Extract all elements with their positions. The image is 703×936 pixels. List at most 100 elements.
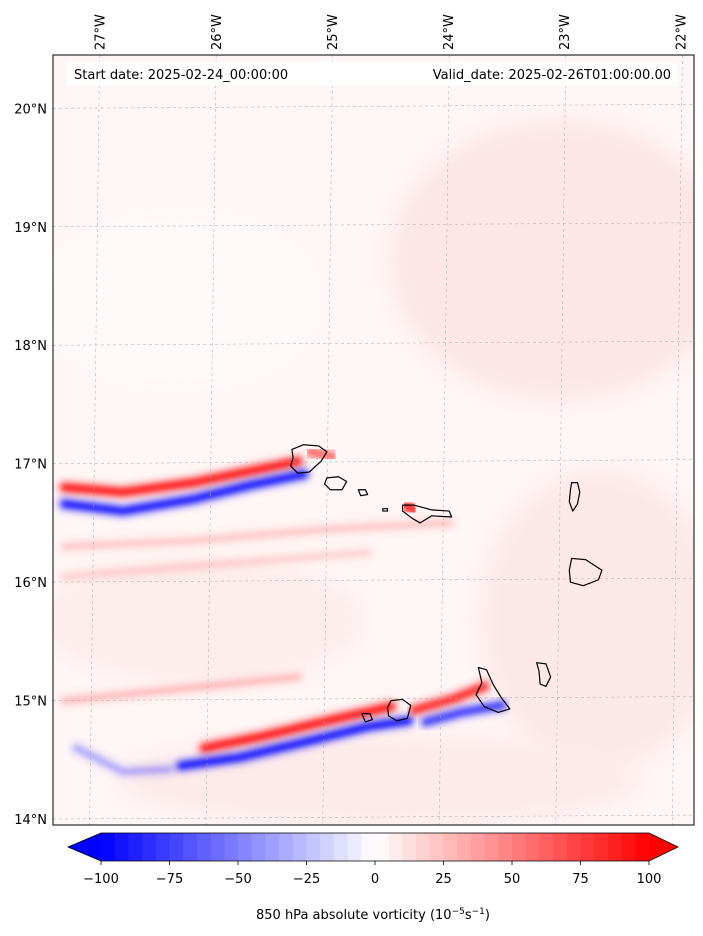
latitude-tick-label: 19°N — [14, 221, 47, 236]
negative-vorticity-band — [55, 465, 313, 521]
longitude-tick-label: 23°W — [558, 14, 573, 50]
positive-vorticity-band — [55, 667, 307, 710]
latitude-tick-label: 16°N — [14, 576, 47, 591]
colorbar-cell — [498, 833, 513, 861]
longitude-tick-label: 25°W — [326, 14, 341, 50]
longitude-tick-label: 26°W — [210, 14, 225, 50]
latitude-tick-label: 15°N — [14, 695, 47, 710]
colorbar-tick-label: −100 — [83, 872, 119, 887]
colorbar-cell — [210, 833, 225, 861]
gridlines — [53, 55, 694, 825]
colorbar-cell — [279, 833, 294, 861]
colorbar-high-extension — [649, 833, 678, 861]
island-coastline — [290, 444, 328, 474]
island-coastline — [402, 504, 453, 524]
colorbar-low-extension — [68, 833, 101, 861]
map-panel — [52, 54, 695, 826]
colorbar-cell — [265, 833, 280, 861]
colorbar-tick-label: 100 — [637, 872, 662, 887]
colorbar-cell — [580, 833, 595, 861]
colorbar-cell — [388, 833, 403, 861]
colorbar-cell — [196, 833, 212, 861]
meridian-gridline — [555, 55, 567, 825]
colorbar-cell — [402, 833, 417, 861]
meridian-gridline — [322, 55, 333, 825]
meridian-gridline — [672, 55, 683, 825]
colorbar: −100 −75 −50 −25 0 25 50 75 100 850 hPa absolute… — [66, 832, 679, 923]
colorbar-tick-label: −50 — [224, 872, 251, 887]
meridian-gridline — [89, 55, 100, 825]
parallel-gridline — [53, 222, 694, 228]
latitude-tick-label: 20°N — [14, 102, 47, 117]
colorbar-cell — [101, 833, 116, 861]
map-frame — [52, 54, 695, 826]
island-coastline — [536, 662, 552, 688]
island-coastline — [382, 508, 389, 512]
latitude-tick-label: 17°N — [14, 458, 47, 473]
start-date-label: Start date: 2025-02-24_00:00:00 — [74, 68, 288, 83]
colorbar-cell — [635, 833, 650, 861]
colorbar-cell — [114, 833, 129, 861]
meridian-gridline — [439, 55, 450, 825]
colorbar-cell — [128, 833, 143, 861]
colorbar-cell — [155, 833, 171, 861]
latitude-tick-label: 18°N — [14, 339, 47, 354]
longitude-tick-label: 24°W — [442, 14, 457, 50]
longitude-tick-label: 27°W — [94, 14, 109, 50]
colorbar-tick-labels: −100 −75 −50 −25 0 25 50 75 100 — [83, 861, 661, 887]
colorbar-cell — [553, 833, 568, 861]
valid-date-label: Valid_date: 2025-02-26T01:00:00.00 — [433, 68, 671, 83]
colorbar-cell — [512, 833, 527, 861]
colorbar-cell — [484, 833, 499, 861]
colorbar-tick-label: −75 — [156, 872, 183, 887]
colorbar-cell — [525, 833, 540, 861]
colorbar-cell — [539, 833, 554, 861]
latitude-tick-labels: 20°N 19°N 18°N 17°N 16°N 15°N 14°N — [14, 102, 47, 828]
parallel-gridline — [53, 696, 694, 701]
colorbar-cell — [320, 833, 335, 861]
colorbar-cell — [347, 833, 362, 861]
colorbar-cell — [621, 833, 636, 861]
parallel-gridline — [53, 104, 694, 109]
negative-vorticity-band — [67, 739, 179, 781]
coastlines — [290, 444, 603, 723]
colorbar-cell — [429, 833, 445, 861]
island-coastline — [568, 482, 581, 512]
positive-vorticity-band — [300, 442, 342, 466]
colorbar-cell — [607, 833, 623, 861]
header-background — [67, 62, 677, 86]
island-coastline — [323, 476, 348, 491]
colorbar-tick-label: 50 — [504, 872, 521, 887]
colorbar-cell — [457, 833, 472, 861]
negative-vorticity-band — [172, 711, 418, 775]
colorbar-cell — [470, 833, 486, 861]
island-coastline — [357, 489, 369, 497]
parallel-gridline — [53, 814, 694, 820]
colorbar-cells — [101, 833, 650, 861]
colorbar-cell — [183, 833, 198, 861]
parallel-gridline — [53, 577, 694, 583]
colorbar-tick-label: 25 — [435, 872, 452, 887]
background-vorticity-field — [53, 55, 694, 825]
colorbar-tick-label: −25 — [293, 872, 320, 887]
colorbar-cell — [251, 833, 266, 861]
parallel-gridline — [53, 340, 694, 346]
parallel-gridline — [53, 459, 694, 464]
meridian-gridline — [205, 55, 217, 825]
colorbar-cell — [375, 833, 390, 861]
colorbar-cell — [224, 833, 239, 861]
colorbar-cell — [566, 833, 582, 861]
colorbar-cell — [238, 833, 253, 861]
longitude-tick-label: 22°W — [674, 14, 689, 50]
colorbar-tick-label: 75 — [572, 872, 589, 887]
positive-vorticity-band — [61, 549, 371, 580]
colorbar-cell — [443, 833, 458, 861]
colorbar-cell — [333, 833, 349, 861]
positive-vorticity-band — [61, 519, 453, 550]
island-coastline — [361, 713, 373, 723]
colorbar-tick-label: 0 — [371, 872, 379, 887]
colorbar-cell — [361, 833, 376, 861]
island-coastline — [568, 557, 603, 587]
longitude-tick-labels: 27°W 26°W 25°W 24°W 23°W 22°W — [94, 14, 690, 50]
